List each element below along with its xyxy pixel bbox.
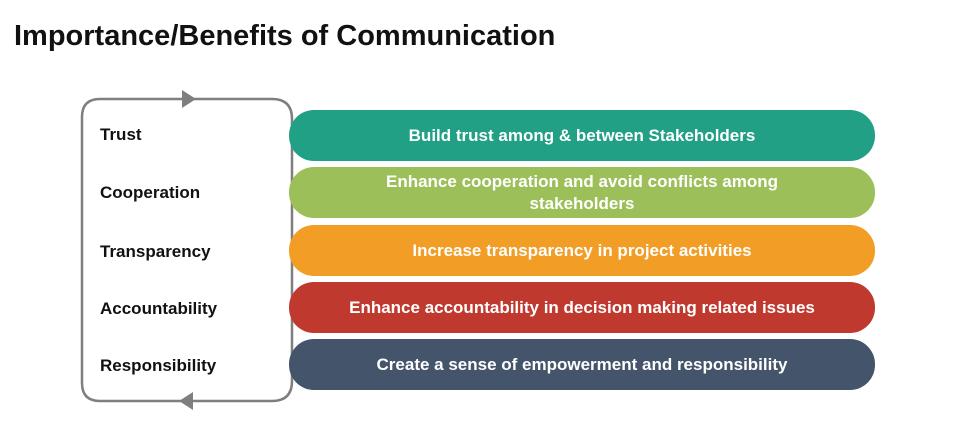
benefit-text-responsibility: Create a sense of empowerment and respon… [376, 354, 788, 374]
benefit-text-trust: Build trust among & between Stakeholders [408, 125, 756, 145]
cycle-arrowhead-right-icon [182, 90, 196, 108]
row-label-trust: Trust [100, 125, 142, 144]
row-label-transparency: Transparency [100, 242, 211, 261]
benefit-pill-trust: Build trust among & between Stakeholders [289, 110, 875, 161]
benefit-pill-accountability: Enhance accountability in decision makin… [289, 282, 875, 333]
row-label-accountability: Accountability [100, 299, 218, 318]
row-label-responsibility: Responsibility [100, 356, 217, 375]
benefit-text-cooperation: Enhance cooperation and avoid conflicts … [385, 171, 778, 213]
page-title: Importance/Benefits of Communication [14, 20, 556, 52]
row-label-cooperation: Cooperation [100, 183, 201, 202]
benefit-pill-transparency: Increase transparency in project activit… [289, 225, 875, 276]
cycle-arrowhead-left-icon [179, 392, 193, 410]
benefit-text-transparency: Increase transparency in project activit… [412, 240, 752, 260]
benefit-pill-responsibility: Create a sense of empowerment and respon… [289, 339, 875, 390]
benefit-text-accountability: Enhance accountability in decision makin… [349, 297, 815, 317]
benefit-pill-cooperation: Enhance cooperation and avoid conflicts … [289, 167, 875, 218]
